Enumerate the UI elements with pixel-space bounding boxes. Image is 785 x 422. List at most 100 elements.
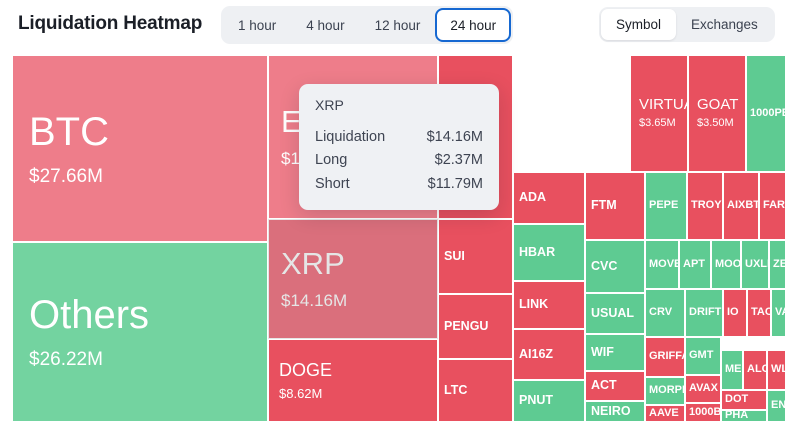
treemap-cell-symbol: MOODENG — [715, 257, 741, 270]
tab-12-hour[interactable]: 12 hour — [374, 17, 421, 33]
treemap-cell-symbol: TROY — [691, 199, 722, 212]
segment-exchanges[interactable]: Exchanges — [691, 17, 758, 32]
treemap-cell-symbol: TAO — [751, 306, 770, 319]
treemap-cell-symbol: CVC — [591, 258, 618, 273]
treemap-cell-symbol: WLD — [771, 363, 785, 376]
treemap-cell-symbol: DOGE — [279, 359, 333, 380]
treemap-cell-symbol: GMT — [689, 349, 714, 362]
treemap-cell-avax[interactable]: AVAX — [685, 375, 721, 403]
treemap-cell-symbol: 1000BONK — [689, 405, 721, 418]
treemap-cell-symbol: PNUT — [519, 393, 554, 408]
tooltip-row-liquidation: Liquidation $14.16M — [315, 126, 483, 149]
tab-1-hour[interactable]: 1 hour — [238, 17, 277, 33]
treemap-cell-fartcoin[interactable]: FARTCOIN — [759, 172, 785, 240]
treemap-cell-morpho[interactable]: MORPHO — [645, 377, 685, 405]
treemap-cell-apt[interactable]: APT — [679, 240, 711, 289]
treemap-cell-crv[interactable]: CRV — [645, 289, 685, 337]
treemap-cell-symbol: NEIRO — [591, 403, 631, 418]
treemap-cell-symbol: GOAT — [697, 96, 739, 114]
treemap-cell-value: $14.16M — [281, 290, 348, 310]
treemap-cell-io[interactable]: IO — [723, 289, 747, 337]
treemap-cell-symbol: PEPE — [649, 199, 679, 212]
treemap-cell-ena[interactable]: ENA — [767, 390, 785, 422]
treemap-cell-usual[interactable]: USUAL — [585, 293, 645, 334]
treemap-cell-symbol: ACT — [591, 378, 617, 393]
treemap-cell-symbol: AI16Z — [519, 346, 554, 361]
treemap-cell-goat[interactable]: GOAT $3.50M — [688, 55, 746, 172]
tooltip-row-value: $14.16M — [426, 129, 483, 145]
segment-symbol[interactable]: Symbol — [601, 9, 677, 40]
tooltip-symbol: XRP — [315, 97, 344, 113]
treemap-cell-aixbt[interactable]: AIXBT — [723, 172, 759, 240]
treemap-cell-symbol: FTM — [591, 198, 617, 213]
treemap-cell-ai16z[interactable]: AI16Z — [513, 329, 585, 380]
treemap-cell-symbol: Others — [29, 293, 150, 338]
treemap-cell-pengu[interactable]: PENGU — [438, 294, 513, 359]
treemap-cell-troy[interactable]: TROY — [687, 172, 723, 240]
treemap-cell-symbol: LINK — [519, 297, 549, 312]
treemap-cell-virtual[interactable]: VIRTUAL $3.65M — [630, 55, 688, 172]
treemap-cell-ada[interactable]: ADA — [513, 172, 585, 224]
treemap-cell-alch[interactable]: ALCH — [743, 350, 767, 390]
treemap-cell-aave[interactable]: AAVE — [645, 405, 685, 422]
treemap-cell-symbol: VIRTUAL — [639, 96, 687, 114]
treemap-cell-zerebro[interactable]: ZEREBRO — [769, 240, 785, 289]
treemap-cell-vana[interactable]: VANA — [771, 289, 785, 337]
tooltip-row-label: Short — [315, 175, 350, 192]
treemap-cell-wld[interactable]: WLD — [767, 350, 785, 390]
treemap-cell-symbol: GRIFFAIN — [649, 350, 684, 363]
treemap-cell-symbol: MOVE — [649, 257, 679, 270]
treemap-cell-ftm[interactable]: FTM — [585, 172, 645, 240]
treemap-cell-cvc[interactable]: CVC — [585, 240, 645, 293]
header-bar: Liquidation Heatmap 1 hour 4 hour 12 hour 2… — [0, 0, 785, 55]
treemap-cell-symbol: 1000PEPE — [750, 106, 785, 119]
treemap-cell-symbol: ENA — [771, 399, 785, 412]
treemap-cell-symbol: ZEREBRO — [773, 257, 785, 270]
treemap-cell-link[interactable]: LINK — [513, 281, 585, 329]
treemap-cell-symbol: CRV — [649, 306, 673, 319]
treemap-cell-move[interactable]: MOVE — [645, 240, 679, 289]
treemap-cell-value: $3.50M — [697, 117, 734, 130]
treemap-cell-pnut[interactable]: PNUT — [513, 380, 585, 422]
treemap-cell-tao[interactable]: TAO — [747, 289, 771, 337]
treemap-cell-symbol: VANA — [775, 306, 785, 319]
treemap-cell-xrp[interactable]: XRP $14.16M — [268, 219, 438, 339]
treemap-cell-hbar[interactable]: HBAR — [513, 224, 585, 281]
tooltip-row-short: Short $11.79M — [315, 173, 483, 196]
treemap-cell-symbol: SUI — [444, 248, 465, 263]
treemap-cell-symbol: ALCH — [747, 363, 766, 376]
treemap-cell-btc[interactable]: BTC $27.66M — [12, 55, 268, 242]
tab-4-hour[interactable]: 4 hour — [306, 17, 345, 33]
treemap-cell-dot[interactable]: DOT — [721, 390, 767, 410]
treemap-cell-me[interactable]: ME — [721, 350, 743, 390]
treemap-cell-uxlink[interactable]: UXLINK — [741, 240, 769, 289]
treemap-cell-pha[interactable]: PHA — [721, 410, 767, 422]
hover-tooltip: XRP Liquidation $14.16M Long $2.37M Short $11… — [299, 84, 499, 211]
treemap-cell-value: $26.22M — [29, 349, 103, 371]
treemap-cell-sui[interactable]: SUI — [438, 219, 513, 294]
treemap-cell-neiro[interactable]: NEIRO — [585, 401, 645, 422]
treemap-cell-1000bonk[interactable]: 1000BONK — [685, 403, 721, 422]
treemap-cell-wif[interactable]: WIF — [585, 334, 645, 371]
treemap-cell-others[interactable]: Others $26.22M — [12, 242, 268, 422]
treemap-cell-doge[interactable]: DOGE $8.62M — [268, 339, 438, 422]
treemap-cell-symbol: AVAX — [689, 382, 718, 395]
tooltip-row-label: Long — [315, 152, 348, 169]
tooltip-row-label: Liquidation — [315, 129, 386, 145]
treemap-cell-symbol: MORPHO — [649, 384, 684, 397]
treemap-cell-act[interactable]: ACT — [585, 371, 645, 401]
treemap-cell-griffain[interactable]: GRIFFAIN — [645, 337, 685, 377]
treemap-cell-1000pepe[interactable]: 1000PEPE — [746, 55, 785, 172]
page-title: Liquidation Heatmap — [18, 13, 203, 34]
treemap-cell-pepe[interactable]: PEPE — [645, 172, 687, 240]
treemap-cell-drift[interactable]: DRIFT — [685, 289, 723, 337]
treemap-cell-gmt[interactable]: GMT — [685, 337, 721, 375]
treemap-cell-moodeng[interactable]: MOODENG — [711, 240, 741, 289]
treemap-cell-symbol: BTC — [29, 109, 109, 154]
tooltip-row-value: $2.37M — [434, 152, 483, 169]
treemap-cell-value: $27.66M — [29, 165, 103, 187]
treemap-cell-ltc[interactable]: LTC — [438, 359, 513, 422]
tab-24-hour[interactable]: 24 hour — [435, 8, 512, 42]
tooltip-row-value: $11.79M — [427, 175, 483, 192]
